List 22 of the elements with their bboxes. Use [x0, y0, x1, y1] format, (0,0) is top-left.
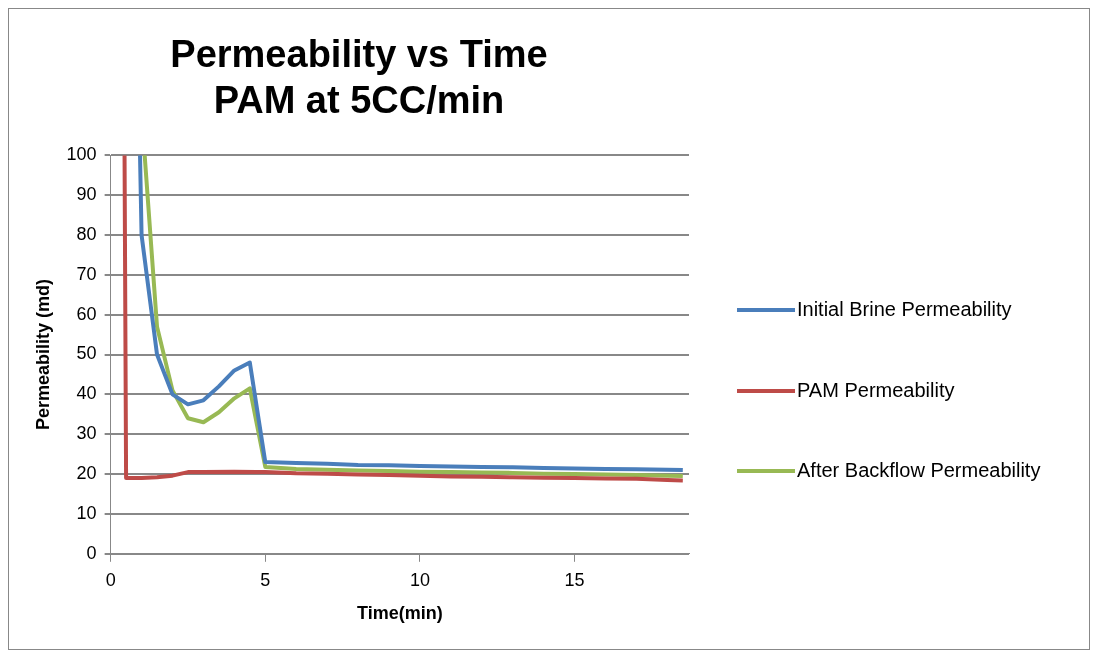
y-tick-label: 60	[76, 303, 97, 324]
x-tick-label: 15	[564, 569, 585, 590]
y-tick-label: 70	[76, 263, 97, 284]
y-tick-label: 30	[76, 423, 97, 444]
x-tick-label: 5	[260, 569, 271, 590]
legend-label: PAM Permeability	[797, 378, 955, 401]
y-tick-label: 50	[76, 343, 97, 364]
y-tick-label: 100	[66, 144, 97, 165]
x-tick-label: 10	[409, 569, 430, 590]
text: Permeability vs Time	[170, 33, 548, 76]
y-tick-label: 90	[76, 184, 97, 205]
y-tick-label: 20	[76, 463, 97, 484]
legend-label: Initial Brine Permeability	[797, 297, 1012, 320]
legend-label: After Backflow Permeability	[797, 458, 1041, 481]
y-tick-label: 80	[76, 223, 97, 244]
y-tick-label: 40	[76, 383, 97, 404]
y-tick-label: 10	[76, 502, 97, 523]
x-axis-title: Time(min)	[356, 603, 443, 624]
text: PAM at 5CC/min	[213, 78, 505, 121]
x-tick-label: 0	[105, 569, 116, 590]
y-tick-label: 0	[86, 542, 97, 563]
y-axis-title: Permeability (md)	[32, 278, 53, 431]
